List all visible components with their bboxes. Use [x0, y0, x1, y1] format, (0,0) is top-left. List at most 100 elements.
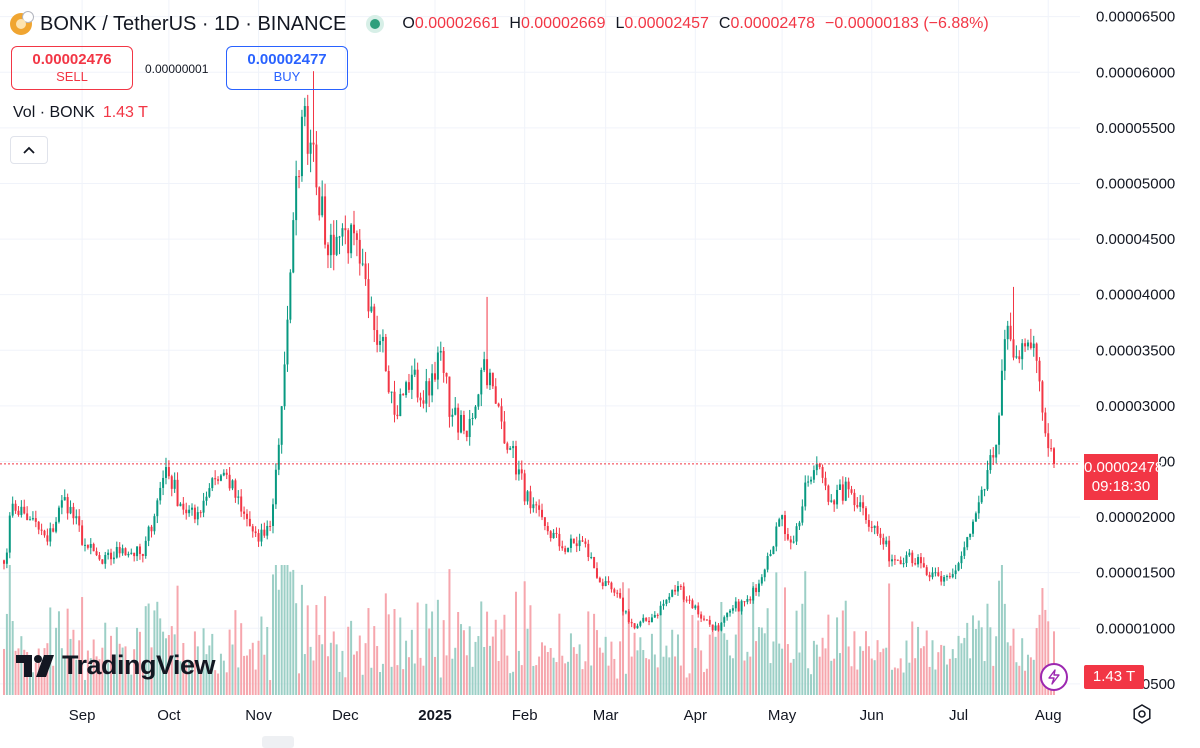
- candle-body: [1044, 412, 1047, 434]
- candle-body: [520, 469, 523, 474]
- sell-button[interactable]: 0.00002476 SELL: [11, 46, 133, 90]
- candle-body: [810, 479, 813, 482]
- volume-bar: [807, 668, 810, 695]
- candle-body: [705, 619, 708, 621]
- y-tick-label: 0.00006000: [1096, 64, 1175, 81]
- candle-body: [532, 504, 535, 509]
- candle-body: [1015, 356, 1018, 358]
- volume-bar: [164, 638, 167, 695]
- candle-body: [202, 500, 205, 513]
- volume-bar: [700, 650, 703, 695]
- volume-bar: [974, 628, 977, 695]
- volume-bar: [792, 658, 795, 695]
- candle-body: [734, 601, 737, 609]
- candle-body: [445, 372, 448, 377]
- candle-body: [57, 507, 60, 522]
- volume-bar: [75, 659, 78, 695]
- close-label: C: [718, 15, 731, 32]
- volume-value: 1.43 T: [102, 104, 148, 121]
- x-tick-label: Apr: [684, 707, 707, 724]
- candle-body: [543, 517, 546, 526]
- buy-label: BUY: [273, 69, 301, 84]
- volume-bar: [228, 629, 231, 695]
- candle-body: [943, 577, 946, 582]
- collapse-legend-button[interactable]: [10, 136, 48, 164]
- volume-bar: [737, 607, 740, 695]
- x-tick-label: Aug: [1035, 707, 1062, 724]
- volume-bar: [217, 673, 220, 695]
- volume-bar: [714, 636, 717, 695]
- volume-bar: [188, 660, 191, 695]
- time-scroll-handle[interactable]: [262, 736, 294, 748]
- volume-bar: [1015, 662, 1018, 695]
- x-tick-label: Nov: [245, 707, 272, 724]
- candle-body: [306, 106, 309, 154]
- settings-gear-icon[interactable]: [1131, 703, 1153, 725]
- volume-bar: [457, 612, 460, 695]
- candle-body: [587, 543, 590, 558]
- candle-body: [14, 503, 17, 511]
- x-tick-label: Jul: [949, 707, 968, 724]
- candle-body: [66, 497, 69, 514]
- candle-body: [977, 502, 980, 514]
- volume-bar: [318, 634, 321, 695]
- candle-body: [729, 610, 732, 613]
- volume-bar: [977, 620, 980, 695]
- candle-body: [257, 533, 260, 542]
- candle-body: [870, 526, 873, 528]
- volume-bar: [251, 642, 254, 695]
- volume-bar: [546, 652, 549, 695]
- candle-body: [136, 546, 139, 557]
- time-axis[interactable]: Sep Oct Nov Dec 2025 Feb Mar Apr May Jun Jul Aug: [69, 707, 1062, 724]
- candle-body: [46, 535, 49, 542]
- volume-bar: [772, 641, 775, 695]
- candle-body: [170, 476, 173, 489]
- candle-body: [234, 480, 237, 498]
- candle-body: [124, 548, 127, 556]
- volume-bar: [948, 658, 951, 695]
- buy-button[interactable]: 0.00002477 BUY: [226, 46, 348, 90]
- volume-bar: [439, 677, 442, 695]
- candle-body: [488, 372, 491, 386]
- volume-bar: [769, 663, 772, 695]
- candle-body: [419, 397, 422, 401]
- volume-bar: [98, 659, 101, 695]
- volume-bar: [919, 648, 922, 695]
- volume-legend[interactable]: Vol · BONK 1.43 T: [13, 104, 148, 122]
- volume-bar: [329, 642, 332, 695]
- volume-bar: [497, 661, 500, 695]
- volume-bar: [671, 629, 674, 695]
- volume-bar: [231, 644, 234, 695]
- candle-body: [477, 394, 480, 407]
- volume-bar: [393, 608, 396, 695]
- volume-bar: [891, 669, 894, 695]
- volume-bar: [633, 632, 636, 695]
- volume-bar: [969, 658, 972, 695]
- volume-bar: [1038, 614, 1041, 695]
- lightning-icon[interactable]: [1040, 663, 1068, 691]
- volume-bar: [564, 663, 567, 695]
- volume-bar: [451, 658, 454, 695]
- volume-bar: [95, 656, 98, 695]
- candle-body: [737, 601, 740, 612]
- volume-bar: [355, 651, 358, 695]
- candle-body: [523, 473, 526, 502]
- tradingview-logo[interactable]: TradingView: [16, 650, 216, 681]
- volume-bar: [665, 645, 668, 695]
- volume-bar: [827, 614, 830, 695]
- candle-body: [95, 551, 98, 556]
- volume-bar: [622, 582, 625, 695]
- price-axis[interactable]: 0.00006500 0.00006000 0.00005500 0.00005000…: [1096, 9, 1175, 693]
- volume-bar: [474, 641, 477, 695]
- volume-bar: [471, 666, 474, 695]
- volume-bar: [726, 639, 729, 695]
- candle-body: [370, 306, 373, 312]
- symbol-title[interactable]: BONK / TetherUS · 1D · BINANCE: [40, 12, 347, 35]
- candle-body: [465, 430, 468, 438]
- candle-body: [558, 533, 561, 547]
- volume-bar: [89, 658, 92, 695]
- volume-bar: [110, 635, 113, 695]
- candle-body: [679, 586, 682, 588]
- candle-body: [590, 556, 593, 558]
